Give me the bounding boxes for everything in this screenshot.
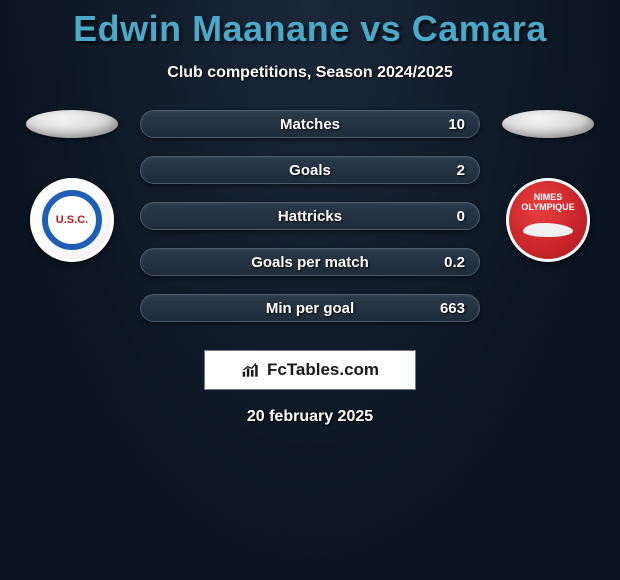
comparison-row: U.S.C. Matches 10 Goals 2 Hattricks 0 Go… xyxy=(0,110,620,322)
stat-label: Min per goal xyxy=(205,300,415,317)
stat-right-value: 2 xyxy=(415,162,465,179)
page-title: Edwin Maanane vs Camara xyxy=(0,0,620,50)
stat-right-value: 0 xyxy=(415,208,465,225)
left-player-column: U.S.C. xyxy=(22,110,122,262)
right-club-badge: NIMES OLYMPIQUE xyxy=(506,178,590,262)
stat-label: Matches xyxy=(205,116,415,133)
brand-text: FcTables.com xyxy=(267,360,379,380)
left-club-badge: U.S.C. xyxy=(30,178,114,262)
stat-label: Hattricks xyxy=(205,208,415,225)
stat-label: Goals per match xyxy=(205,254,415,271)
right-club-badge-text: NIMES OLYMPIQUE xyxy=(509,193,587,213)
stat-row-hattricks: Hattricks 0 xyxy=(140,202,480,230)
stat-row-goals-per-match: Goals per match 0.2 xyxy=(140,248,480,276)
bar-chart-icon xyxy=(241,361,261,379)
season-subtitle: Club competitions, Season 2024/2025 xyxy=(0,64,620,82)
right-player-photo-placeholder xyxy=(502,110,594,138)
stat-row-min-per-goal: Min per goal 663 xyxy=(140,294,480,322)
stat-right-value: 10 xyxy=(415,116,465,133)
left-club-badge-text: U.S.C. xyxy=(56,214,88,226)
stat-label: Goals xyxy=(205,162,415,179)
brand-attribution[interactable]: FcTables.com xyxy=(204,350,416,390)
stat-right-value: 0.2 xyxy=(415,254,465,271)
left-player-photo-placeholder xyxy=(26,110,118,138)
stat-row-goals: Goals 2 xyxy=(140,156,480,184)
right-player-column: NIMES OLYMPIQUE xyxy=(498,110,598,262)
stats-list: Matches 10 Goals 2 Hattricks 0 Goals per… xyxy=(140,110,480,322)
snapshot-date: 20 february 2025 xyxy=(0,408,620,426)
stat-row-matches: Matches 10 xyxy=(140,110,480,138)
stat-right-value: 663 xyxy=(415,300,465,317)
crocodile-icon xyxy=(523,223,573,237)
